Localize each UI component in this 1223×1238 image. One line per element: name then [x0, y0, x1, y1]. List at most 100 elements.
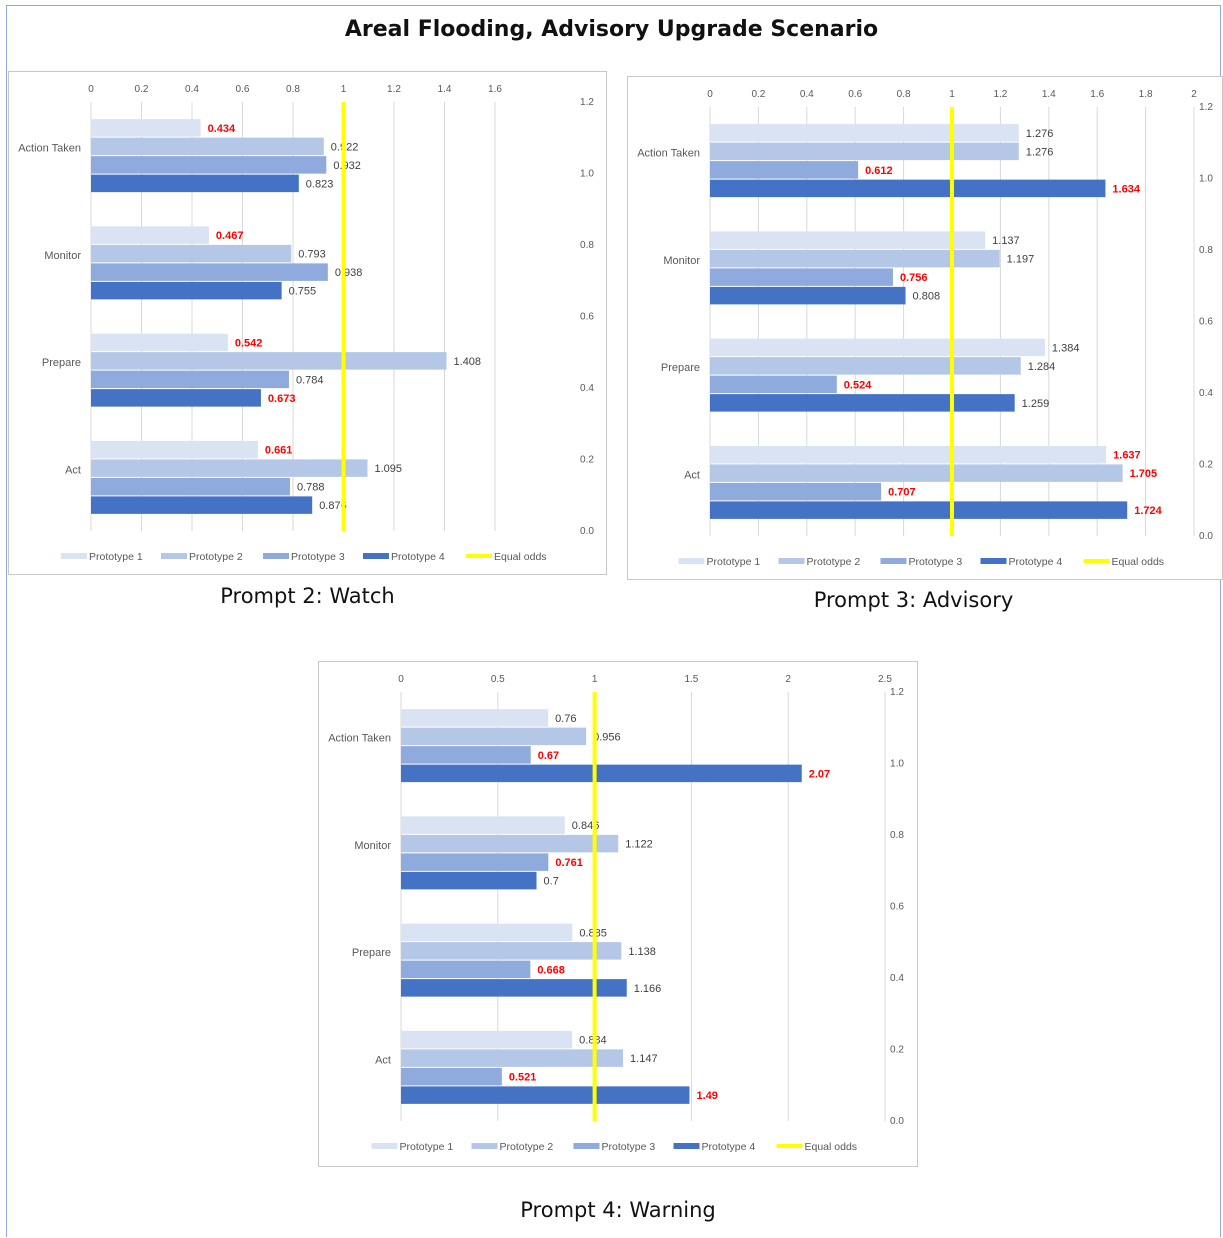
x-tick-label: 0.8 — [897, 89, 911, 100]
category-label-act: Act — [684, 469, 700, 481]
legend-label-prototype-4: Prototype 4 — [391, 551, 445, 563]
secondary-y-tick-label: 1.0 — [580, 169, 594, 180]
secondary-y-tick-label: 0.6 — [1199, 317, 1213, 328]
legend-swatch-prototype-1 — [371, 1143, 398, 1149]
x-tick-label: 1.2 — [387, 84, 401, 95]
legend-swatch-prototype-4 — [363, 553, 389, 559]
bar-prototype-2-action-taken — [91, 137, 324, 156]
data-label: 0.524 — [844, 379, 872, 391]
data-label: 1.49 — [696, 1090, 717, 1102]
x-tick-label: 1 — [949, 89, 955, 100]
category-label-monitor: Monitor — [44, 250, 81, 262]
x-tick-label: 0.2 — [751, 89, 765, 100]
x-tick-label: 0.4 — [185, 84, 199, 95]
bar-prototype-1-monitor — [401, 816, 565, 834]
data-label: 0.434 — [208, 123, 236, 135]
x-tick-label: 2 — [785, 674, 791, 685]
data-label: 0.7 — [544, 876, 559, 888]
bar-prototype-1-prepare — [710, 338, 1045, 357]
secondary-y-tick-label: 0.0 — [890, 1116, 904, 1127]
legend-label-prototype-1: Prototype 1 — [707, 556, 761, 568]
figure-frame — [6, 5, 1221, 1237]
bar-prototype-2-act — [91, 459, 368, 477]
bar-prototype-2-act — [710, 464, 1123, 482]
x-tick-label: 2 — [1191, 89, 1197, 100]
bar-prototype-1-monitor — [91, 226, 209, 244]
category-label-prepare: Prepare — [42, 357, 81, 369]
legend-swatch-prototype-2 — [778, 558, 805, 564]
data-label: 2.07 — [809, 768, 830, 780]
x-tick-label: 0.4 — [800, 89, 814, 100]
x-tick-label: 2.5 — [878, 674, 892, 685]
secondary-y-tick-label: 1.0 — [890, 759, 904, 770]
bar-prototype-3-action-taken — [91, 156, 327, 174]
data-label: 0.788 — [297, 482, 325, 494]
chart-prompt-4-warning: 0 0.5 1 1.5 2 2.5 1.2 1.0 0.8 0.6 0.4 0.2 0.0 Action … — [318, 661, 918, 1167]
x-tick-label: 1.4 — [438, 84, 452, 95]
data-label: 1.284 — [1028, 361, 1056, 373]
legend-swatch-prototype-4 — [673, 1143, 700, 1149]
bar-prototype-2-prepare — [401, 942, 622, 960]
secondary-y-tick-label: 0.4 — [890, 973, 904, 984]
legend-swatch-equal-odds — [466, 554, 492, 558]
x-tick-label: 0 — [88, 84, 94, 95]
data-label: 1.197 — [1007, 254, 1035, 266]
category-label-action-taken: Action Taken — [328, 733, 391, 745]
secondary-y-tick-label: 0.6 — [580, 312, 594, 323]
bar-prototype-3-monitor — [710, 268, 893, 286]
bar-prototype-3-act — [91, 477, 290, 496]
x-tick-label: 1 — [592, 674, 598, 685]
data-label: 0.784 — [296, 374, 324, 386]
bar-prototype-3-act — [710, 482, 882, 501]
data-label: 0.661 — [265, 445, 293, 457]
data-label: 1.634 — [1112, 183, 1140, 195]
secondary-y-tick-label: 0.4 — [580, 383, 594, 394]
legend-label-prototype-2: Prototype 2 — [807, 556, 861, 568]
legend-label-prototype-2: Prototype 2 — [500, 1141, 554, 1153]
data-label: 0.756 — [900, 272, 928, 284]
category-label-monitor: Monitor — [354, 840, 391, 852]
data-label: 1.384 — [1052, 342, 1080, 354]
data-label: 0.808 — [913, 291, 941, 303]
secondary-y-tick-label: 1.0 — [1199, 174, 1213, 185]
bar-prototype-2-monitor — [401, 834, 619, 853]
secondary-y-tick-label: 0.0 — [580, 526, 594, 537]
data-label: 1.276 — [1026, 146, 1054, 158]
category-label-act: Act — [65, 464, 81, 476]
category-label-prepare: Prepare — [661, 362, 700, 374]
category-label-action-taken: Action Taken — [18, 143, 81, 155]
legend-label-equal-odds: Equal odds — [494, 551, 547, 563]
data-label: 1.137 — [992, 235, 1020, 247]
bar-prototype-1-action-taken — [91, 119, 201, 137]
bar-prototype-1-act — [710, 445, 1107, 464]
bar-prototype-2-action-taken — [710, 142, 1019, 161]
x-tick-label: 0 — [398, 674, 404, 685]
legend-label-prototype-4: Prototype 4 — [702, 1141, 756, 1153]
bar-prototype-4-action-taken — [401, 764, 802, 783]
legend-label-prototype-2: Prototype 2 — [189, 551, 243, 563]
x-tick-label: 1.2 — [993, 89, 1007, 100]
bar-prototype-3-act — [401, 1067, 502, 1086]
secondary-y-tick-label: 0.2 — [580, 455, 594, 466]
legend-swatch-prototype-3 — [573, 1143, 600, 1149]
data-label: 1.408 — [454, 356, 482, 368]
bar-prototype-1-monitor — [710, 231, 986, 249]
legend-swatch-prototype-3 — [263, 553, 289, 559]
chart-prompt-2-watch: 0 0.2 0.4 0.6 0.8 1 1.2 1.4 1.6 1.2 1.0 0.8 0.6 0.4 0.… — [8, 71, 607, 575]
x-tick-label: 1 — [341, 84, 347, 95]
secondary-y-tick-label: 0.6 — [890, 902, 904, 913]
data-label: 0.76 — [555, 713, 576, 725]
legend-swatch-prototype-1 — [678, 558, 705, 564]
legend-label-prototype-1: Prototype 1 — [89, 551, 143, 563]
data-label: 0.793 — [298, 249, 326, 261]
data-label: 0.956 — [593, 731, 621, 743]
caption-prompt-2: Prompt 2: Watch — [220, 584, 395, 608]
chart-prompt-3-advisory: 0 0.2 0.4 0.6 0.8 1 1.2 1.4 1.6 1.8 2 1.2 1.0 0.8 0.6 0… — [627, 76, 1223, 580]
category-label-monitor: Monitor — [663, 255, 700, 267]
legend-label-equal-odds: Equal odds — [1112, 556, 1165, 568]
category-label-action-taken: Action Taken — [637, 148, 700, 160]
bar-prototype-3-prepare — [91, 370, 289, 389]
data-label: 0.521 — [509, 1072, 537, 1084]
data-label: 0.823 — [306, 178, 334, 190]
x-tick-label: 0.5 — [491, 674, 505, 685]
